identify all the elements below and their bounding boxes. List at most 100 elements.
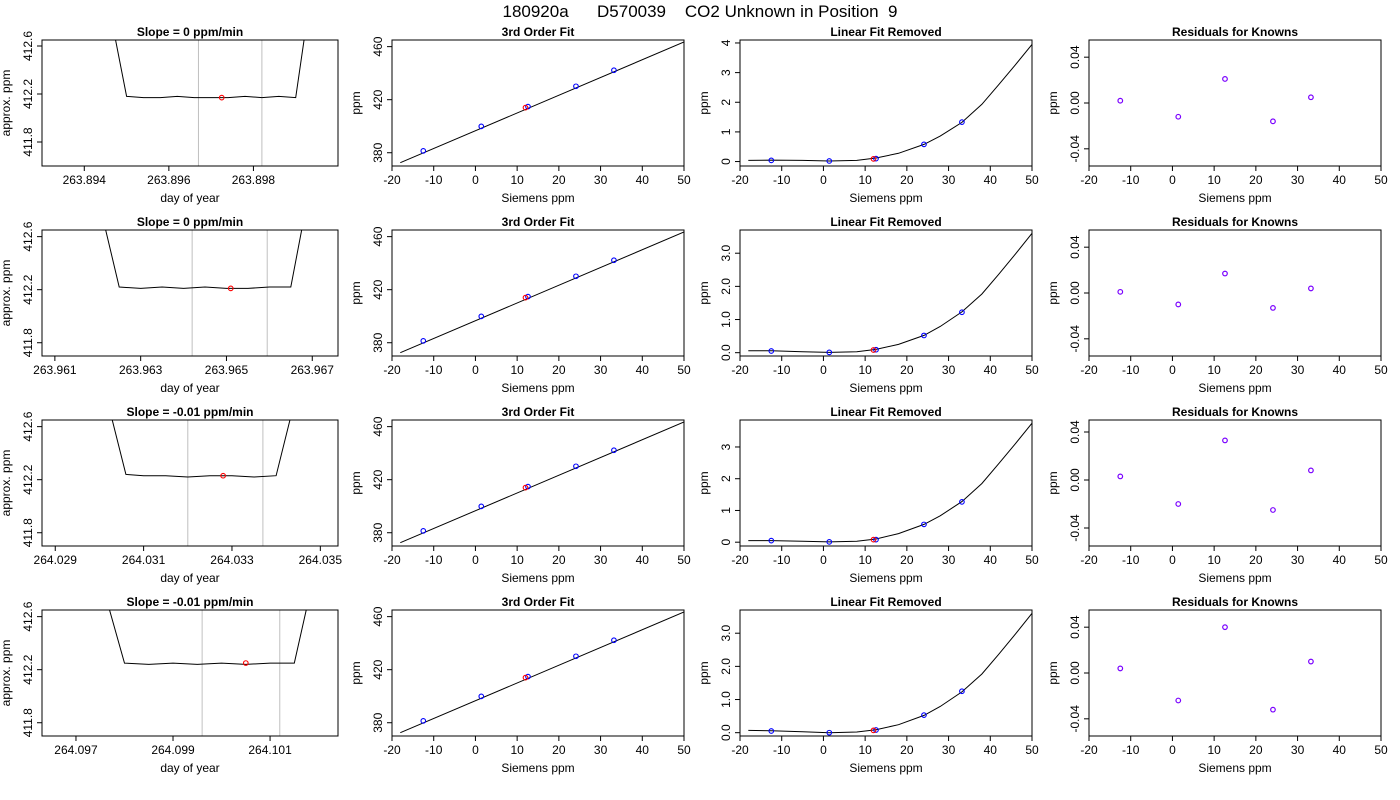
- x-tick-label: 10: [510, 363, 524, 377]
- x-tick-label: -20: [1080, 173, 1098, 187]
- plot-frame: [41, 609, 339, 737]
- residual-point: [1175, 113, 1182, 120]
- x-axis-label: Siemens ppm: [849, 191, 922, 205]
- x-axis-label: Siemens ppm: [1198, 191, 1271, 205]
- y-tick-label: 1.0: [719, 691, 733, 708]
- x-tick-label: -10: [425, 363, 443, 377]
- y-tick-label: 420: [371, 279, 385, 299]
- x-tick-label: 0: [820, 743, 827, 757]
- y-axis-label: approx. ppm: [0, 450, 13, 517]
- x-tick-label: 10: [1207, 743, 1221, 757]
- x-tick-label: 50: [677, 743, 691, 757]
- known-point: [873, 536, 879, 543]
- x-tick-label: -10: [1122, 363, 1140, 377]
- fit-curve: [748, 232, 1032, 353]
- y-tick-label: 1: [719, 128, 733, 135]
- y-axis-label: ppm: [1046, 471, 1060, 494]
- residual-point: [1270, 706, 1276, 713]
- y-tick-label: 411.8: [21, 127, 35, 156]
- x-tick-label: 50: [1374, 553, 1388, 567]
- plot-frame: [41, 419, 339, 547]
- known-point: [478, 313, 485, 320]
- known-point: [921, 141, 927, 148]
- y-tick-label: 412.2: [21, 274, 35, 304]
- x-tick-label: 20: [552, 553, 566, 567]
- fit-line: [400, 611, 684, 734]
- x-tick-label: 263.961: [33, 363, 77, 377]
- x-tick-label: 30: [942, 743, 956, 757]
- y-tick-label: 0: [719, 539, 733, 546]
- known-point: [873, 346, 879, 353]
- y-axis-label: ppm: [1046, 91, 1060, 114]
- x-tick-label: -10: [425, 173, 443, 187]
- plot-area: [1117, 437, 1314, 513]
- x-tick-label: -10: [1122, 553, 1140, 567]
- x-tick-label: 10: [858, 363, 872, 377]
- y-tick-label: 460: [371, 226, 385, 246]
- x-axis-label: Siemens ppm: [501, 571, 574, 585]
- mean-marker: [227, 285, 234, 292]
- y-tick-label: 460: [371, 606, 385, 626]
- x-axis-label: Siemens ppm: [1198, 381, 1271, 395]
- residual-point: [1308, 658, 1314, 665]
- known-point: [420, 718, 427, 724]
- trace-line: [105, 230, 303, 289]
- x-tick-label: 10: [858, 173, 872, 187]
- panel-1-2: 3rd Order Fit Siemens ppm ppm -20 -10 0 10 20 30…: [349, 25, 691, 205]
- x-axis-label: Siemens ppm: [501, 381, 574, 395]
- panel-3-1: Slope = -0.01 ppm/min day of year approx. …: [0, 405, 342, 585]
- known-point: [573, 83, 579, 90]
- x-tick-label: 50: [1025, 363, 1039, 377]
- y-tick-label: 0.04: [1068, 45, 1082, 69]
- panel-1-4: Residuals for Knowns Siemens ppm ppm -20 -10…: [1046, 25, 1388, 205]
- y-tick-label: 420: [371, 89, 385, 109]
- panel-title: Linear Fit Removed: [830, 405, 941, 419]
- x-tick-label: 0: [472, 553, 479, 567]
- x-tick-label: -20: [1080, 743, 1098, 757]
- x-tick-label: 30: [942, 363, 956, 377]
- plot-frame: [41, 39, 339, 167]
- known-point: [959, 119, 965, 125]
- plot-area: [1117, 270, 1314, 311]
- plot-area: [111, 420, 291, 546]
- y-tick-label: 380: [371, 712, 385, 732]
- figure-title: 180920a D570039 CO2 Unknown in Position …: [502, 2, 898, 21]
- x-tick-label: -10: [1122, 743, 1140, 757]
- residual-point: [1270, 118, 1276, 125]
- y-tick-label: 0.04: [1068, 235, 1082, 259]
- fit-curve: [748, 44, 1032, 162]
- y-tick-label: 0.0: [719, 724, 733, 741]
- panel-4-1: Slope = -0.01 ppm/min day of year approx. …: [0, 595, 339, 775]
- panel-2-3: Linear Fit Removed Siemens ppm ppm -20 -10 0 1…: [697, 215, 1039, 395]
- x-tick-label: 263.965: [205, 363, 249, 377]
- plot-frame: [1088, 609, 1382, 737]
- panel-2-4: Residuals for Knowns Siemens ppm ppm -20 -10…: [1046, 215, 1388, 395]
- x-tick-label: 40: [984, 743, 998, 757]
- residual-point: [1222, 437, 1228, 444]
- x-tick-label: 40: [1333, 363, 1347, 377]
- y-tick-label: 412.2: [21, 79, 35, 109]
- y-tick-label: 412.2: [21, 464, 35, 494]
- plot-frame: [391, 609, 685, 737]
- known-point: [873, 155, 879, 162]
- panel-1-1: Slope = 0 ppm/min day of year approx. ppm 2…: [0, 25, 339, 205]
- x-tick-label: 20: [1249, 363, 1263, 377]
- x-tick-label: -10: [773, 173, 791, 187]
- known-point: [478, 693, 485, 700]
- y-axis-label: approx. ppm: [0, 260, 13, 327]
- fit-curve: [748, 422, 1032, 543]
- y-tick-label: 420: [371, 659, 385, 679]
- unknown-point: [870, 156, 877, 162]
- plot-area: [748, 232, 1032, 356]
- y-tick-label: 1.0: [719, 311, 733, 328]
- x-tick-label: 20: [900, 743, 914, 757]
- x-tick-label: 264.099: [151, 743, 195, 757]
- plot-frame: [1088, 229, 1382, 357]
- y-tick-label: 380: [371, 142, 385, 162]
- y-axis-label: ppm: [349, 281, 363, 304]
- residual-point: [1222, 624, 1228, 631]
- known-point: [873, 727, 879, 733]
- plot-area: [400, 41, 684, 164]
- known-point: [826, 349, 833, 356]
- panel-4-2: 3rd Order Fit Siemens ppm ppm -20 -10 0 10 20 30…: [349, 595, 691, 775]
